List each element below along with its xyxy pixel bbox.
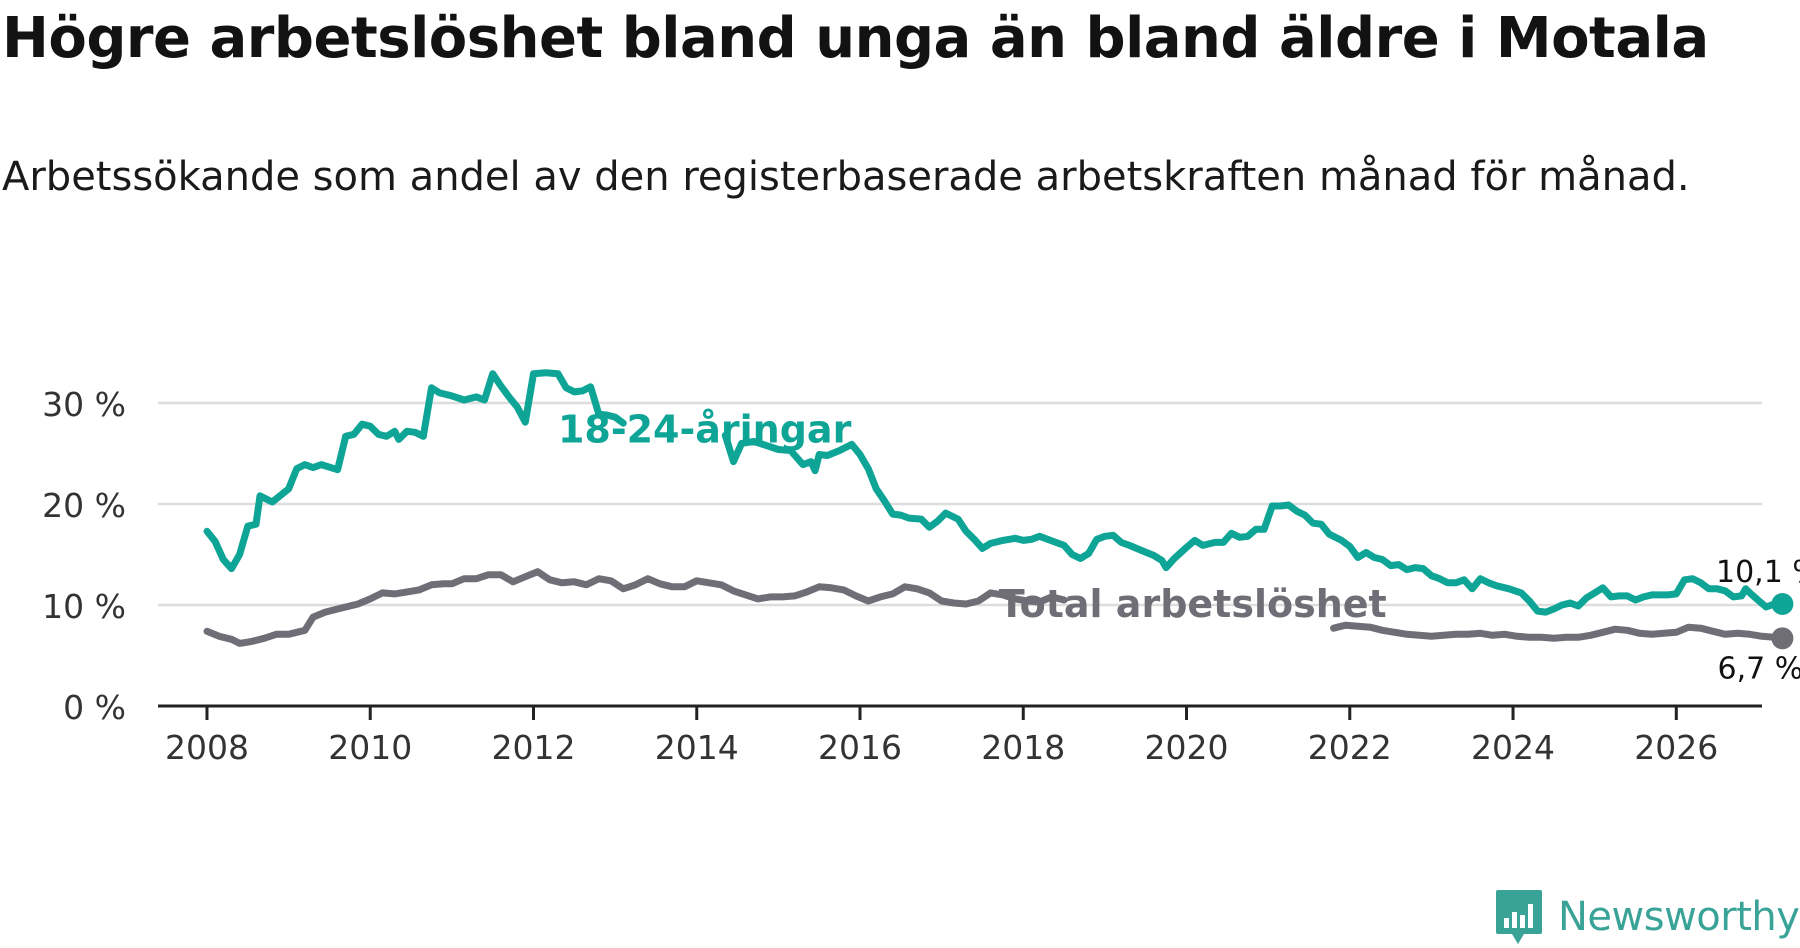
y-tick-label: 20 % — [42, 486, 126, 525]
series-line-youth — [203, 369, 627, 573]
x-tick-label: 2018 — [981, 728, 1065, 767]
newsworthy-logo-icon — [1496, 890, 1542, 944]
end-label-youth: 10,1 % — [1716, 555, 1800, 590]
chart-subtitle: Arbetssökande som andel av den registerb… — [2, 154, 1690, 200]
y-tick-label: 30 % — [42, 385, 126, 424]
x-tick-label: 2012 — [491, 728, 575, 767]
end-point-youth — [1771, 592, 1794, 615]
end-point-total — [1771, 627, 1794, 650]
end-label-total: 6,7 % — [1718, 651, 1800, 686]
y-tick-label: 10 % — [42, 587, 126, 626]
series-label-youth: 18-24-åringar — [558, 407, 852, 451]
newsworthy-brand[interactable]: Newsworthy — [1494, 888, 1800, 946]
x-tick-label: 2008 — [165, 728, 249, 767]
x-tick-label: 2024 — [1471, 728, 1555, 767]
series-line-total — [1330, 621, 1786, 642]
x-tick-label: 2014 — [655, 728, 739, 767]
y-tick-label: 0 % — [63, 688, 126, 727]
x-tick-label: 2016 — [818, 728, 902, 767]
series-lines — [203, 369, 1794, 650]
series-line-youth — [721, 431, 1786, 616]
series-labels: 18-24-åringar Total arbetslöshet 10,1 % 6,7… — [558, 407, 1800, 686]
series-label-total: Total arbetslöshet — [999, 582, 1387, 626]
x-tick-label: 2020 — [1145, 728, 1229, 767]
x-tick-label: 2026 — [1634, 728, 1718, 767]
series-line-total — [203, 568, 1068, 647]
axes: 0 % 10 % 20 % 30 % 2008 2010 2012 2014 2016 2018 2… — [42, 385, 1762, 767]
brand-name: Newsworthy — [1558, 894, 1800, 940]
chart-title: Högre arbetslöshet bland unga än bland ä… — [2, 6, 1709, 71]
x-tick-label: 2010 — [328, 728, 412, 767]
x-tick-label: 2022 — [1308, 728, 1392, 767]
